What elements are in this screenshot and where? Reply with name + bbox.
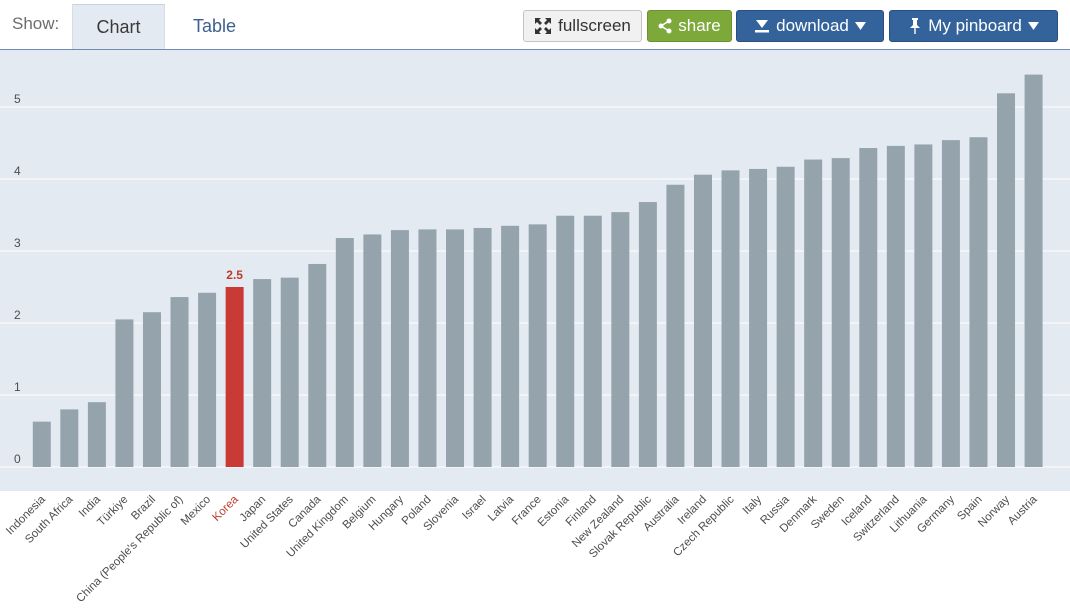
fullscreen-label: fullscreen xyxy=(558,16,631,35)
x-tick-label: Italy xyxy=(741,493,765,517)
bar xyxy=(997,93,1016,467)
bar xyxy=(556,215,575,467)
bar xyxy=(335,238,354,467)
y-tick-label: 0 xyxy=(14,452,21,466)
bar xyxy=(749,168,768,468)
tab-chart[interactable]: Chart xyxy=(72,4,165,49)
bar xyxy=(528,224,547,467)
y-tick-label: 5 xyxy=(14,92,21,106)
x-tick-label: Korea xyxy=(211,493,242,524)
bar xyxy=(115,319,134,467)
bar xyxy=(831,158,850,467)
y-tick-label: 1 xyxy=(14,380,21,394)
bar xyxy=(776,166,795,467)
download-label: download xyxy=(776,16,849,35)
pinboard-button[interactable]: My pinboard xyxy=(889,10,1058,42)
bar xyxy=(60,409,79,467)
share-label: share xyxy=(678,16,721,35)
bar xyxy=(418,229,437,467)
download-icon xyxy=(754,18,770,34)
bar xyxy=(280,277,299,467)
fullscreen-button[interactable]: fullscreen xyxy=(523,10,642,42)
bar xyxy=(583,215,602,467)
x-tick-label: Austria xyxy=(1006,493,1040,527)
bar xyxy=(941,140,960,467)
pinboard-label: My pinboard xyxy=(928,16,1022,35)
show-label: Show: xyxy=(12,14,60,33)
bar xyxy=(693,174,712,467)
bar xyxy=(253,279,272,467)
toolbar: Show: Chart Table fullscreen share downl… xyxy=(0,0,1070,50)
pin-icon xyxy=(908,17,922,35)
bar xyxy=(390,230,409,467)
bar xyxy=(666,184,685,467)
bar xyxy=(225,287,244,467)
y-tick-label: 2 xyxy=(14,308,21,322)
caret-down-icon xyxy=(1027,22,1039,30)
bar xyxy=(198,292,217,467)
y-tick-label: 4 xyxy=(14,164,21,178)
bar xyxy=(721,170,740,468)
x-tick-label: Mexico xyxy=(179,494,213,528)
fullscreen-icon xyxy=(534,17,552,35)
bar xyxy=(914,144,933,467)
bar xyxy=(363,234,382,467)
download-button[interactable]: download xyxy=(736,10,884,42)
data-label: 2.5 xyxy=(226,268,243,282)
caret-down-icon xyxy=(854,22,866,30)
bar xyxy=(969,137,988,468)
bar xyxy=(170,297,189,467)
x-tick-label: Norway xyxy=(976,493,1012,529)
bar xyxy=(638,202,657,468)
bar xyxy=(87,402,106,467)
bar xyxy=(308,263,327,467)
share-button[interactable]: share xyxy=(647,10,732,42)
x-tick-label: Türkiye xyxy=(95,494,130,529)
y-tick-label: 3 xyxy=(14,236,21,250)
bar xyxy=(142,312,161,467)
bar xyxy=(886,145,905,467)
bar xyxy=(32,421,51,467)
bar xyxy=(446,229,465,467)
bar xyxy=(1024,74,1043,467)
x-tick-label: Israel xyxy=(460,494,488,522)
tab-table[interactable]: Table xyxy=(192,16,237,36)
bar xyxy=(501,225,520,467)
bar xyxy=(473,227,492,467)
bar xyxy=(611,212,630,467)
bar xyxy=(804,159,823,467)
share-icon xyxy=(658,18,672,34)
bar xyxy=(859,148,878,468)
